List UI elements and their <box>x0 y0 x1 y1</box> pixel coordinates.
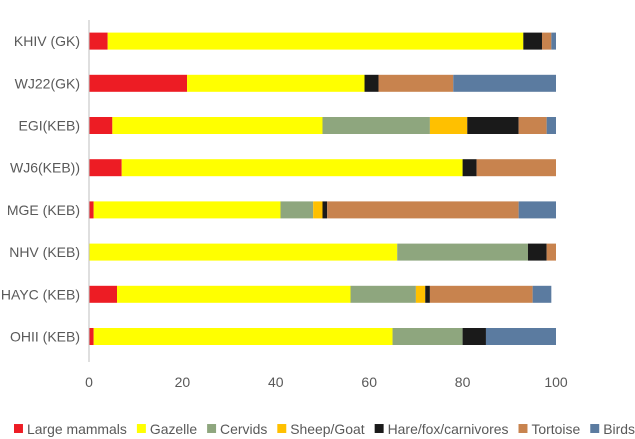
bar-segment-gazelle <box>89 243 398 261</box>
x-tick-label: 80 <box>455 374 471 390</box>
bar-segment-hare-fox-carnivores <box>467 117 519 134</box>
bar-segment-large-mammals <box>89 74 188 92</box>
legend-label: Cervids <box>220 421 267 437</box>
bar-segment-hare-fox-carnivores <box>527 243 547 261</box>
bar-segment-tortoise <box>476 159 556 177</box>
bar-segment-tortoise <box>541 32 552 50</box>
bar-segment-birds <box>532 285 552 303</box>
legend-item-tortoise: Tortoise <box>518 421 581 437</box>
bar-segment-sheep-goat <box>415 285 426 303</box>
bar-segment-cervids <box>280 201 314 219</box>
legend-item-hare-fox-carnivores: Hare/fox/carnivores <box>374 421 509 437</box>
bar-segment-hare-fox-carnivores <box>322 201 328 219</box>
bar-segment-tortoise <box>429 285 533 303</box>
bar-segment-tortoise <box>518 117 547 134</box>
legend-swatch <box>14 424 23 433</box>
legend-item-birds: Birds <box>590 421 635 437</box>
category-label: MGE (KEB) <box>7 202 80 218</box>
bar-segment-birds <box>453 74 556 92</box>
x-tick-label: 40 <box>268 374 284 390</box>
bar-segment-gazelle <box>117 285 351 303</box>
bar-segment-large-mammals <box>89 32 108 50</box>
bar-segment-cervids <box>350 285 416 303</box>
bar-segment-gazelle <box>112 117 323 134</box>
bars-layer <box>89 32 556 345</box>
bar-segment-birds <box>485 328 556 345</box>
legend-label: Hare/fox/carnivores <box>388 421 509 437</box>
bar-segment-hare-fox-carnivores <box>364 74 379 92</box>
x-tick-label: 0 <box>85 374 93 390</box>
bar-segment-gazelle <box>187 74 365 92</box>
category-label: NHV (KEB) <box>9 244 80 260</box>
legend: Large mammals Gazelle Cervids Sheep/Goat Har… <box>14 421 635 437</box>
x-tick-label: 60 <box>361 374 377 390</box>
legend-swatch <box>518 424 528 433</box>
bar-segment-tortoise <box>378 74 454 92</box>
bar-segment-birds <box>551 32 556 50</box>
bar-segment-hare-fox-carnivores <box>462 328 486 345</box>
bar-segment-cervids <box>397 243 528 261</box>
category-labels: KHIV (GK) WJ22(GK) EGI(KEB) WJ6(KEB)) MGE (K… <box>1 33 80 344</box>
x-tick-label: 100 <box>544 374 568 390</box>
category-label: HAYC (KEB) <box>1 286 80 302</box>
bar-segment-birds <box>518 201 556 219</box>
bar-segment-birds <box>546 117 556 134</box>
legend-swatch <box>207 424 217 433</box>
bar-segment-hare-fox-carnivores <box>425 285 430 303</box>
bar-segment-gazelle <box>93 328 393 345</box>
legend-item-gazelle: Gazelle <box>136 421 198 437</box>
legend-label: Birds <box>603 421 635 437</box>
category-label: EGI(KEB) <box>19 118 80 134</box>
legend-label: Gazelle <box>150 421 198 437</box>
legend-item-sheep-goat: Sheep/Goat <box>277 421 365 437</box>
bar-segment-gazelle <box>107 32 524 50</box>
bar-segment-gazelle <box>93 201 281 219</box>
category-label: WJ6(KEB)) <box>10 160 80 176</box>
category-label: WJ22(GK) <box>15 75 80 91</box>
bar-segment-sheep-goat <box>313 201 323 219</box>
bar-segment-cervids <box>392 328 463 345</box>
bar-segment-gazelle <box>121 159 463 177</box>
bar-segment-cervids <box>322 117 430 134</box>
bar-segment-large-mammals <box>89 159 122 177</box>
legend-swatch <box>136 424 146 433</box>
legend-swatch <box>590 424 600 433</box>
x-tick-label: 20 <box>175 374 191 390</box>
legend-label: Sheep/Goat <box>290 421 365 437</box>
bar-segment-large-mammals <box>89 117 113 134</box>
bar-segment-sheep-goat <box>429 117 468 134</box>
legend-label: Tortoise <box>531 421 580 437</box>
bar-segment-large-mammals <box>89 328 94 345</box>
legend-swatch <box>374 424 384 433</box>
category-label: KHIV (GK) <box>14 33 80 49</box>
bar-segment-tortoise <box>327 201 519 219</box>
bar-segment-large-mammals <box>89 201 94 219</box>
legend-swatch <box>277 424 287 433</box>
bar-segment-hare-fox-carnivores <box>523 32 542 50</box>
x-axis-tick-labels: 0 20 40 60 80 100 <box>85 374 568 390</box>
bar-segment-tortoise <box>546 243 556 261</box>
legend-item-cervids: Cervids <box>207 421 267 437</box>
bar-segment-large-mammals <box>89 285 118 303</box>
legend-item-large-mammals: Large mammals <box>14 421 127 437</box>
legend-label: Large mammals <box>27 421 127 437</box>
bar-segment-hare-fox-carnivores <box>462 159 477 177</box>
category-label: OHII (KEB) <box>10 329 80 345</box>
